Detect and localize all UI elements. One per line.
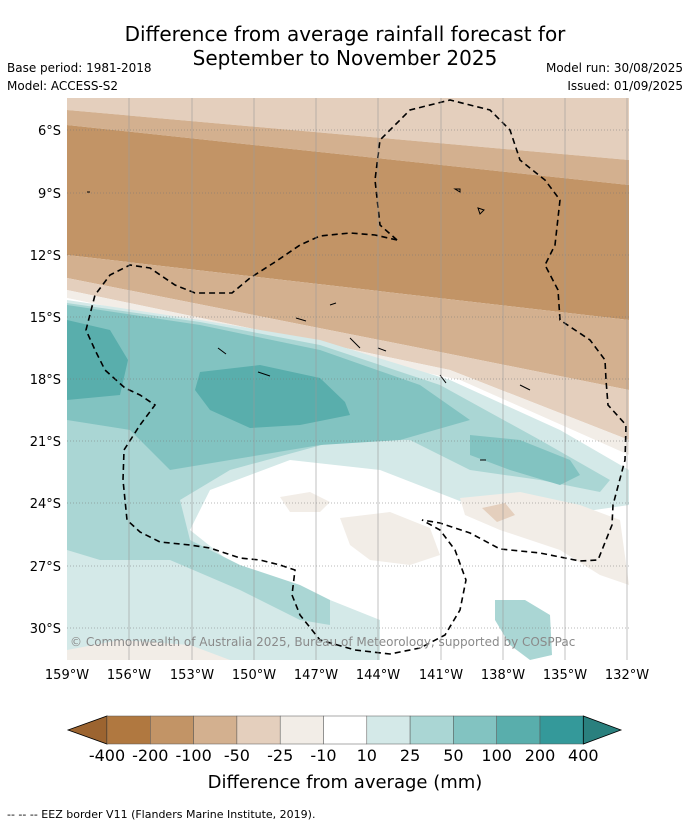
copyright-text: © Commonwealth of Australia 2025, Bureau… <box>70 635 575 649</box>
colorbar-tick-label: -200 <box>132 746 168 765</box>
map-title: Difference from average rainfall forecas… <box>0 22 690 70</box>
lon-label: 144°W <box>356 668 400 683</box>
graticule <box>67 129 629 629</box>
eez-footer-note: -- -- -- EEZ border V11 (Flanders Marine… <box>7 808 316 821</box>
issued-text: Issued: 01/09/2025 <box>567 79 683 93</box>
colorbar-swatch <box>279 715 324 745</box>
colorbar: -400 -200 -100 -50 -25 -10 10 25 50 100 200 400 Diff… <box>66 715 623 793</box>
colorbar-extend-high <box>582 715 623 745</box>
base-period-text: Base period: 1981-2018 <box>7 61 152 75</box>
lon-label: 141°W <box>419 668 463 683</box>
wet-very-strong-center <box>195 365 350 428</box>
colorbar-swatch <box>323 715 368 745</box>
colorbar-tick-label: -50 <box>224 746 250 765</box>
meridians <box>128 98 628 660</box>
lon-label: 132°W <box>605 668 649 683</box>
colorbar-swatch <box>106 715 151 745</box>
colorbar-tick-label: 25 <box>400 746 420 765</box>
title-line-2: September to November 2025 <box>192 46 498 70</box>
dry-patch-3-core <box>482 503 515 522</box>
colorbar-swatch <box>496 715 541 745</box>
dry-patch-1 <box>280 492 330 512</box>
colorbar-swatch <box>453 715 497 745</box>
lon-label: 156°W <box>107 668 151 683</box>
lat-label: 24°S <box>30 497 61 512</box>
colorbar-tick-label: -10 <box>310 746 336 765</box>
lat-label: 18°S <box>30 373 61 388</box>
colorbar-tick-label: 400 <box>568 746 599 765</box>
lat-label: 21°S <box>30 435 61 450</box>
band-dry-light <box>67 98 629 160</box>
colorbar-swatch <box>193 715 238 745</box>
title-line-1: Difference from average rainfall forecas… <box>124 22 566 46</box>
colorbar-swatch <box>409 715 454 745</box>
eez-borders <box>85 99 627 655</box>
band-dry-mid-2 <box>67 255 629 390</box>
lon-label: 147°W <box>294 668 338 683</box>
colorbar-swatch <box>366 715 411 745</box>
colorbar-swatch <box>539 715 584 745</box>
colorbar-tick-label: -25 <box>267 746 293 765</box>
meta-left: Base period: 1981-2018 Model: ACCESS-S2 <box>7 59 152 95</box>
lat-label: 27°S <box>30 560 61 575</box>
lon-label: 153°W <box>170 668 214 683</box>
colorbar-swatch <box>236 715 281 745</box>
islands <box>87 188 531 461</box>
colorbar-tick-label: 10 <box>357 746 377 765</box>
colorbar-swatch <box>150 715 194 745</box>
colorbar-tick-label: -400 <box>89 746 125 765</box>
wet-patch-south <box>495 600 552 660</box>
latitude-labels: 6°S 9°S 12°S 15°S 18°S 21°S 24°S 27°S 30… <box>30 124 61 637</box>
band-near-avg <box>67 290 629 455</box>
lon-label: 135°W <box>543 668 587 683</box>
band-dry-mid <box>67 110 629 185</box>
dry-patch-2 <box>340 512 440 565</box>
colorbar-title: Difference from average (mm) <box>208 772 483 793</box>
lat-label: 9°S <box>38 187 61 202</box>
lon-label: 159°W <box>45 668 89 683</box>
lat-label: 30°S <box>30 622 61 637</box>
meta-right: Model run: 30/08/2025 Issued: 01/09/2025 <box>546 59 683 95</box>
colorbar-tick-label: 200 <box>525 746 556 765</box>
dry-patch-southwest <box>67 640 230 660</box>
colorbar-tick-label: 100 <box>481 746 512 765</box>
model-run-text: Model run: 30/08/2025 <box>545 61 683 75</box>
colorbar-extend-low <box>66 715 108 745</box>
lon-label: 150°W <box>232 668 276 683</box>
lat-label: 6°S <box>38 124 61 139</box>
band-dry-light-2 <box>67 278 629 440</box>
colorbar-tick-label: 50 <box>443 746 463 765</box>
model-text: Model: ACCESS-S2 <box>7 79 119 93</box>
lat-label: 15°S <box>30 311 61 326</box>
lon-label: 138°W <box>481 668 525 683</box>
wet-very-strong-west <box>67 320 128 400</box>
lat-label: 12°S <box>30 249 61 264</box>
longitude-labels: 159°W 156°W 153°W 150°W 147°W 144°W 141°… <box>45 668 649 683</box>
colorbar-tick-label: -100 <box>175 746 211 765</box>
wet-strong-east <box>470 435 580 485</box>
